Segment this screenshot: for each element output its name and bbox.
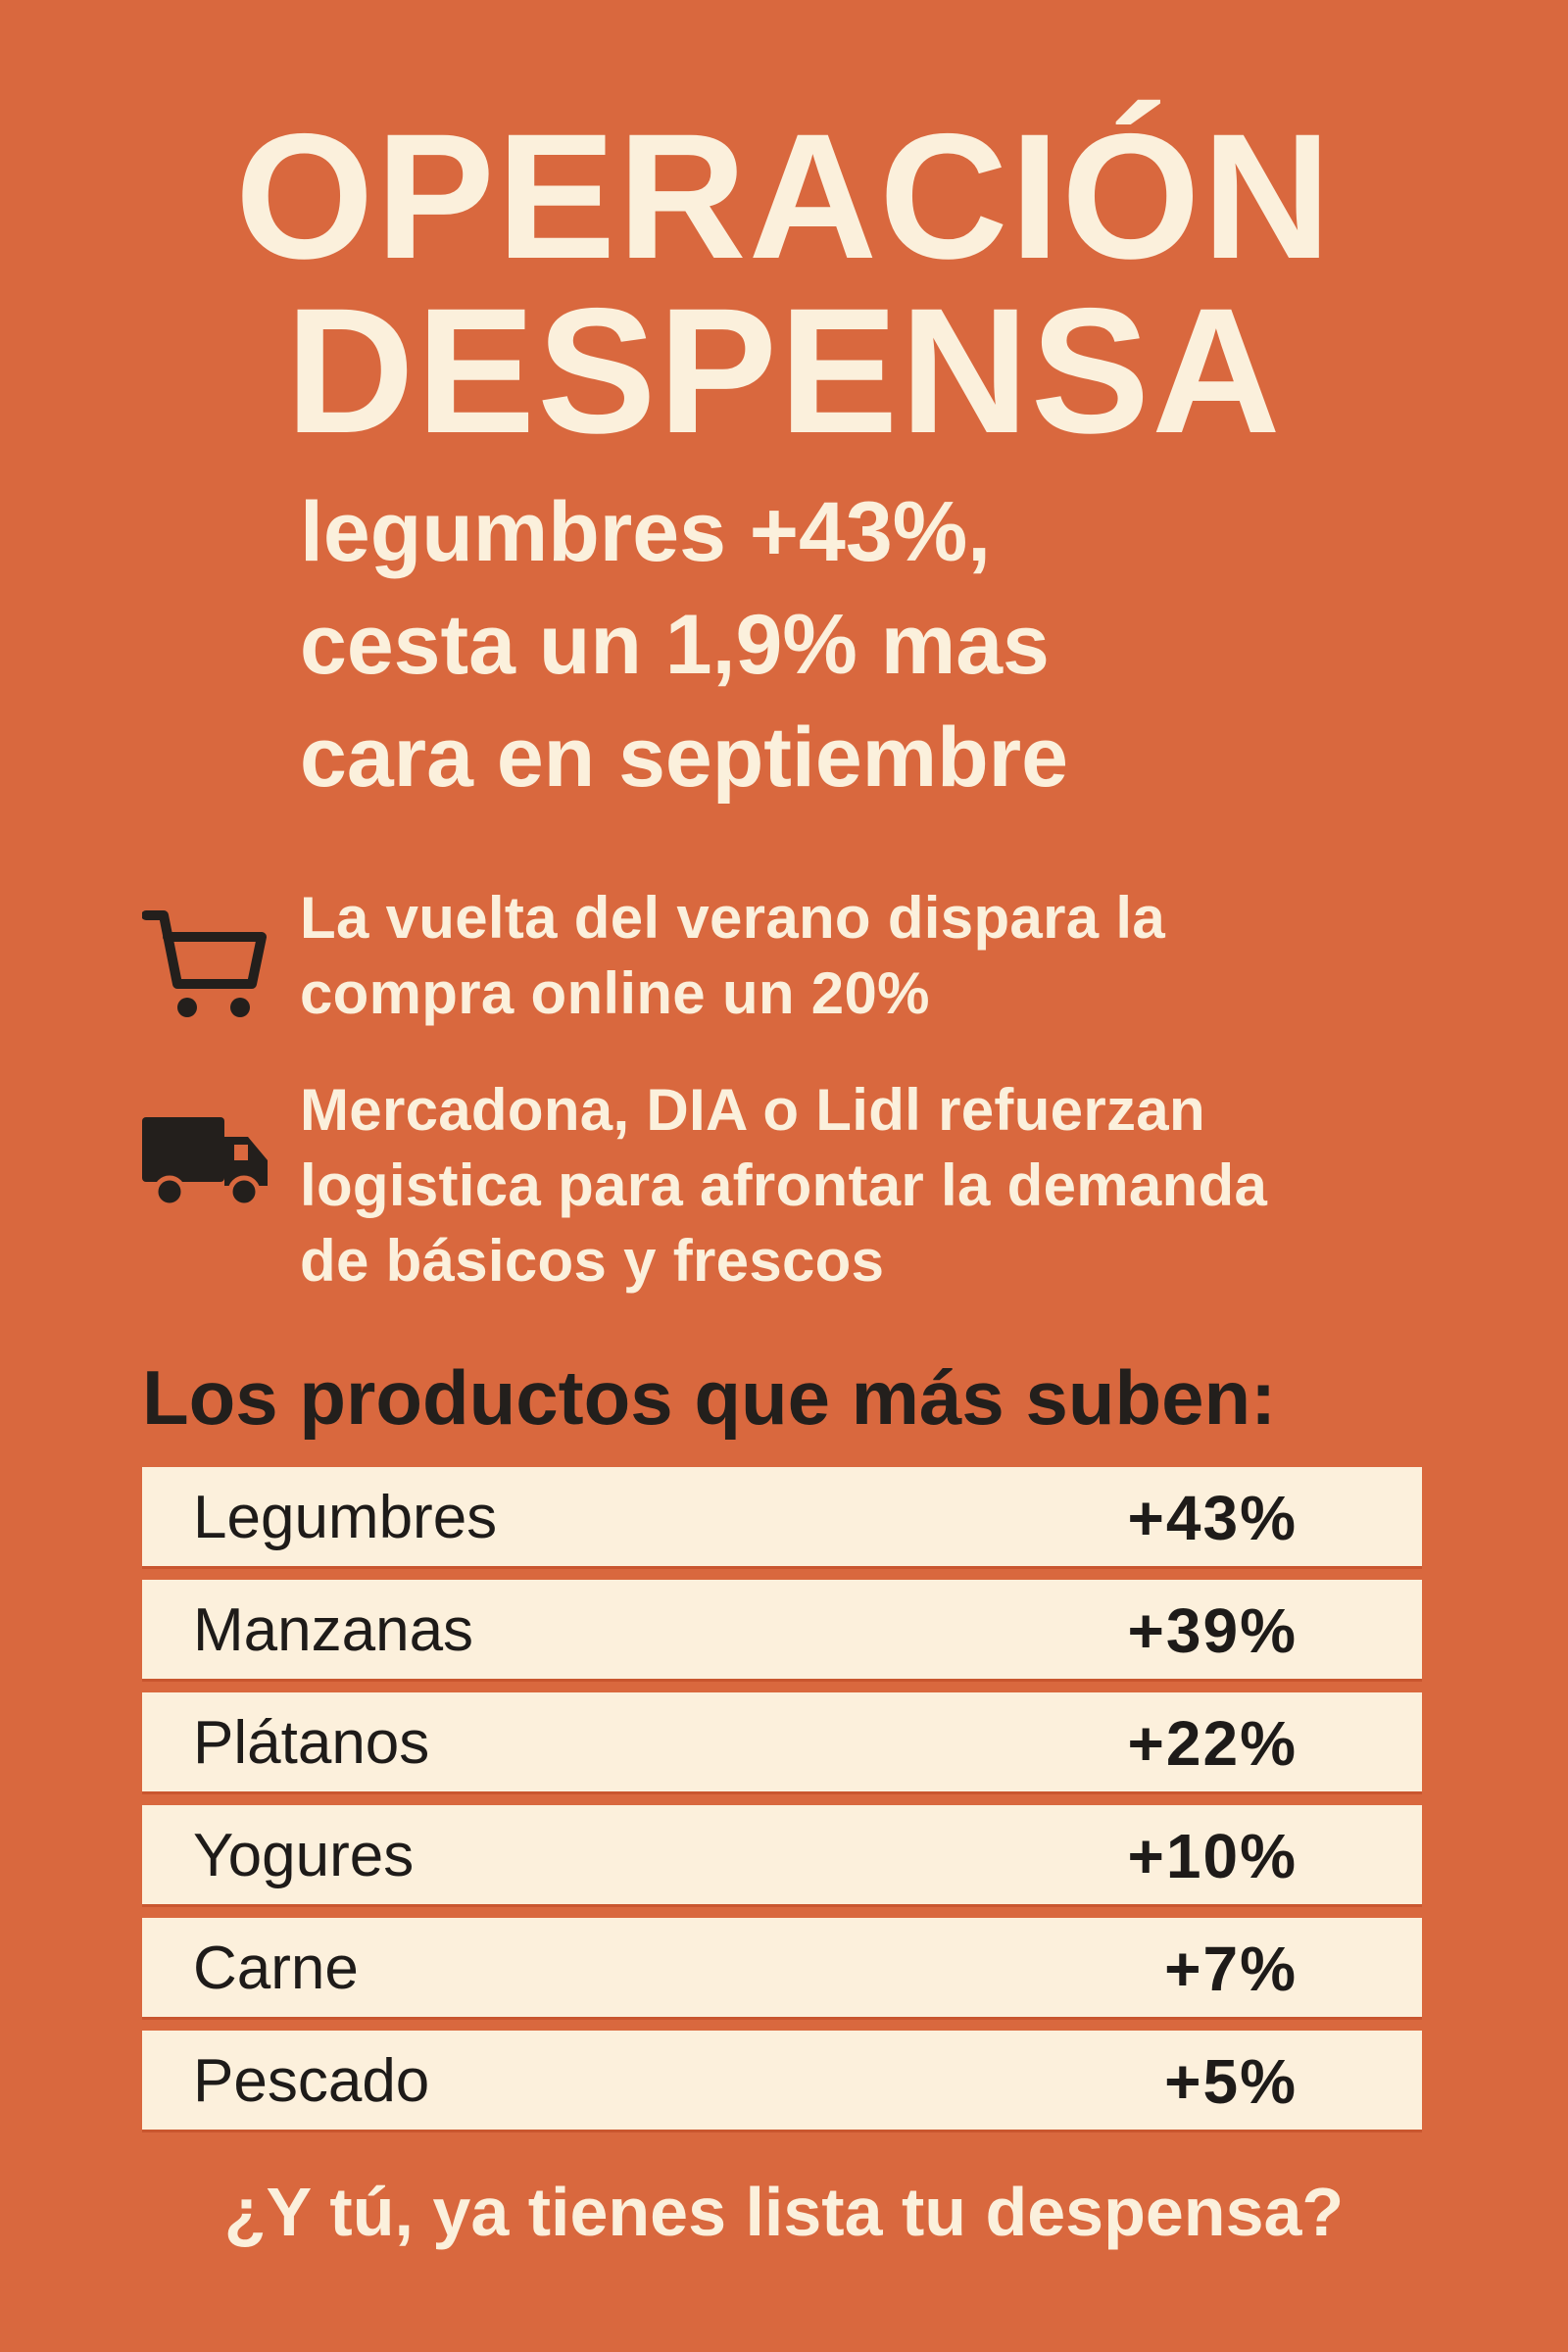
subtitle-line-3: cara en septiembre (300, 710, 1068, 805)
title-line-1: OPERACIÓN (234, 96, 1334, 296)
bullet-line: de básicos y frescos (300, 1228, 885, 1294)
table-row: Yogures +10% (142, 1805, 1422, 1907)
truck-icon (142, 1117, 270, 1215)
price-change: +10% (1127, 1821, 1298, 1891)
price-change: +7% (1164, 1934, 1298, 2004)
title-line-2: DESPENSA (285, 270, 1283, 470)
bullet-line: Mercadona, DIA o Lidl refuerzan (300, 1077, 1205, 1143)
product-name: Yogures (193, 1822, 415, 1889)
product-name: Carne (193, 1935, 359, 2002)
price-change: +43% (1127, 1483, 1298, 1553)
product-name: Plátanos (193, 1709, 430, 1777)
subtitle-line-2: cesta un 1,9% mas (300, 598, 1050, 692)
table-row: Carne +7% (142, 1918, 1422, 2020)
table-row: Legumbres +43% (142, 1467, 1422, 1569)
price-change: +5% (1164, 2046, 1298, 2117)
bullet-logistics: Mercadona, DIA o Lidl refuerzan logistic… (300, 1072, 1267, 1298)
shopping-cart-icon (141, 907, 270, 1025)
subtitle-line-1: legumbres +43%, (300, 485, 992, 579)
products-table: Legumbres +43% Manzanas +39% Plátanos +22% … (142, 1467, 1422, 2143)
product-name: Pescado (193, 2047, 430, 2115)
table-row: Plátanos +22% (142, 1692, 1422, 1794)
bullet-online-shopping: La vuelta del verano dispara la compra o… (300, 880, 1165, 1031)
price-change: +22% (1127, 1708, 1298, 1779)
table-heading: Los productos que más suben: (142, 1354, 1277, 1441)
footer-question: ¿Y tú, ya tienes lista tu despensa? (223, 2174, 1345, 2250)
bullet-line: La vuelta del verano dispara la (300, 885, 1165, 951)
bullet-line: compra online un 20% (300, 960, 930, 1026)
table-row: Pescado +5% (142, 2031, 1422, 2132)
bullet-line: logistica para afrontar la demanda (300, 1152, 1268, 1218)
product-name: Manzanas (193, 1596, 474, 1664)
table-row: Manzanas +39% (142, 1580, 1422, 1682)
price-change: +39% (1127, 1595, 1298, 1666)
product-name: Legumbres (193, 1484, 498, 1551)
